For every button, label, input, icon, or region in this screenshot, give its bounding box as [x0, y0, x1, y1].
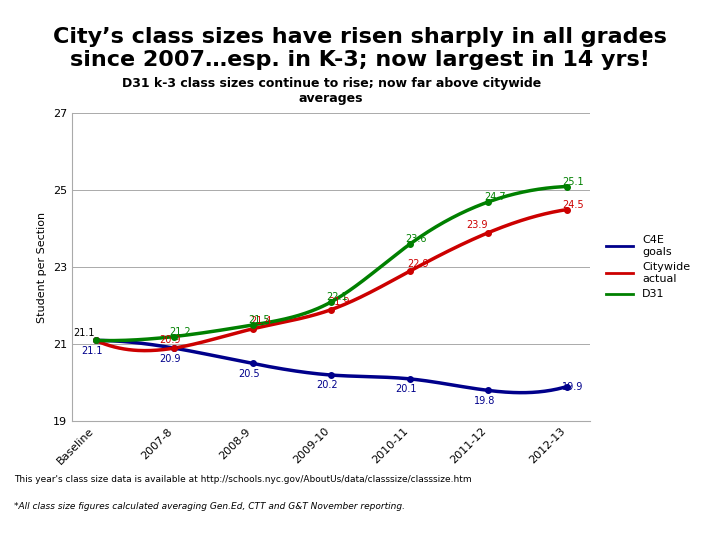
- Title: D31 k-3 class sizes continue to rise; now far above citywide
averages: D31 k-3 class sizes continue to rise; no…: [122, 77, 541, 105]
- Text: 21.1: 21.1: [81, 346, 102, 356]
- Legend: C4E
goals, Citywide
actual, D31: C4E goals, Citywide actual, D31: [601, 231, 695, 304]
- Text: 21.2: 21.2: [170, 327, 192, 336]
- Text: 23.9: 23.9: [466, 220, 487, 230]
- Text: *All class size figures calculated averaging Gen.Ed, CTT and G&T November report: *All class size figures calculated avera…: [14, 502, 405, 511]
- Text: 22.1: 22.1: [327, 292, 348, 302]
- Text: 19.9: 19.9: [562, 382, 584, 393]
- Text: 21.4: 21.4: [250, 316, 271, 326]
- Text: 24.7: 24.7: [484, 192, 505, 202]
- Text: 20.9: 20.9: [159, 335, 181, 346]
- Text: This year's class size data is available at http://schools.nyc.gov/AboutUs/data/: This year's class size data is available…: [14, 475, 472, 484]
- Text: 21.9: 21.9: [328, 297, 350, 307]
- Text: 21.5: 21.5: [248, 315, 270, 325]
- Text: City’s class sizes have risen sharply in all grades
since 2007…esp. in K-3; now : City’s class sizes have risen sharply in…: [53, 27, 667, 70]
- Text: 21.1: 21.1: [73, 328, 94, 338]
- Text: 25.1: 25.1: [562, 177, 584, 187]
- Text: 20.5: 20.5: [238, 369, 259, 379]
- Text: 19.8: 19.8: [474, 396, 495, 406]
- Text: 20.2: 20.2: [317, 381, 338, 390]
- Text: 24.5: 24.5: [562, 200, 584, 210]
- Text: 20.9: 20.9: [159, 354, 181, 363]
- Text: 22.9: 22.9: [407, 259, 428, 268]
- Y-axis label: Student per Section: Student per Section: [37, 212, 48, 323]
- Text: 20.1: 20.1: [395, 384, 417, 394]
- Text: 23.6: 23.6: [405, 234, 427, 244]
